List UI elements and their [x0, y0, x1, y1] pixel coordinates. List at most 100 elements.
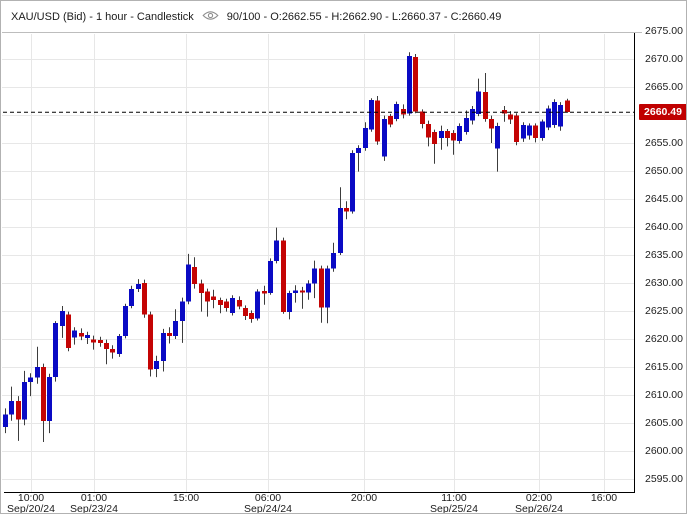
candle[interactable] — [375, 96, 380, 145]
candle[interactable] — [35, 346, 40, 384]
candle[interactable] — [79, 328, 84, 341]
candle[interactable] — [451, 130, 456, 155]
candle[interactable] — [306, 280, 311, 300]
candle[interactable] — [104, 339, 109, 365]
candle-body-up — [22, 382, 27, 420]
candle[interactable] — [521, 122, 526, 142]
candle[interactable] — [483, 73, 488, 122]
candle[interactable] — [558, 102, 563, 131]
candle[interactable] — [98, 336, 103, 347]
candle[interactable] — [28, 373, 33, 397]
candle[interactable] — [319, 265, 324, 323]
candle[interactable] — [369, 98, 374, 132]
candle[interactable] — [439, 125, 444, 150]
candle[interactable] — [199, 279, 204, 312]
candle[interactable] — [129, 285, 134, 309]
candle[interactable] — [413, 54, 418, 114]
candle[interactable] — [350, 150, 355, 214]
candle[interactable] — [312, 260, 317, 299]
candle[interactable] — [22, 370, 27, 426]
candle[interactable] — [205, 288, 210, 317]
candle[interactable] — [394, 101, 399, 122]
candle[interactable] — [161, 328, 166, 372]
candle[interactable] — [495, 122, 500, 172]
candle[interactable] — [287, 290, 292, 320]
candle[interactable] — [293, 285, 298, 303]
candle[interactable] — [148, 311, 153, 377]
candle[interactable] — [476, 78, 481, 117]
candle[interactable] — [407, 52, 412, 116]
candle[interactable] — [552, 99, 557, 128]
candle[interactable] — [167, 327, 172, 344]
candle[interactable] — [41, 363, 46, 442]
candle[interactable] — [445, 129, 450, 147]
candle[interactable] — [420, 109, 425, 129]
time-tick-label: 06:00 Sep/24/24 — [244, 492, 292, 514]
candle[interactable] — [224, 298, 229, 312]
candle[interactable] — [533, 123, 538, 143]
candle[interactable] — [110, 345, 115, 359]
candle[interactable] — [211, 289, 216, 309]
candle[interactable] — [388, 113, 393, 128]
candle[interactable] — [192, 257, 197, 289]
candle[interactable] — [502, 106, 507, 122]
candle[interactable] — [268, 258, 273, 295]
candle[interactable] — [85, 331, 90, 344]
candle[interactable] — [344, 201, 349, 220]
candle[interactable] — [230, 295, 235, 316]
candle[interactable] — [489, 115, 494, 143]
candle[interactable] — [47, 373, 52, 434]
candle[interactable] — [464, 110, 469, 135]
candle[interactable] — [514, 113, 519, 146]
candle[interactable] — [338, 187, 343, 255]
candle[interactable] — [180, 297, 185, 343]
candle[interactable] — [249, 310, 254, 323]
candle[interactable] — [91, 335, 96, 350]
candle-body-down — [237, 299, 242, 307]
candle-body-down — [91, 339, 96, 343]
candle[interactable] — [136, 279, 141, 292]
candle[interactable] — [237, 296, 242, 310]
candle[interactable] — [9, 386, 14, 421]
candle[interactable] — [325, 265, 330, 324]
candle[interactable] — [565, 98, 570, 113]
candle-body-up — [350, 153, 355, 212]
candle[interactable] — [16, 396, 21, 441]
candle[interactable] — [527, 123, 532, 140]
candle[interactable] — [66, 311, 71, 352]
candle[interactable] — [53, 321, 58, 382]
candle[interactable] — [154, 355, 159, 378]
candle[interactable] — [3, 408, 8, 434]
candle[interactable] — [281, 237, 286, 314]
candle-body-up — [136, 284, 141, 290]
candle[interactable] — [117, 334, 122, 357]
candle[interactable] — [123, 303, 128, 339]
candle[interactable] — [426, 120, 431, 147]
candle[interactable] — [363, 122, 368, 151]
candle[interactable] — [401, 104, 406, 119]
candle[interactable] — [356, 145, 361, 172]
candle[interactable] — [60, 306, 65, 338]
candle[interactable] — [255, 289, 260, 321]
candle[interactable] — [508, 111, 513, 124]
candle[interactable] — [218, 297, 223, 314]
candle[interactable] — [173, 309, 178, 339]
candle[interactable] — [142, 279, 147, 318]
visibility-eye-icon[interactable] — [202, 10, 219, 24]
candle[interactable] — [546, 105, 551, 131]
candle[interactable] — [72, 327, 77, 345]
candle[interactable] — [432, 129, 437, 164]
candle[interactable] — [540, 119, 545, 141]
candle[interactable] — [243, 305, 248, 320]
candle[interactable] — [331, 242, 336, 272]
candle[interactable] — [274, 227, 279, 264]
candle[interactable] — [262, 285, 267, 305]
candle[interactable] — [457, 123, 462, 144]
price-tick-label: 2650.00 — [645, 165, 683, 177]
candle[interactable] — [300, 286, 305, 309]
candle[interactable] — [186, 253, 191, 305]
candle[interactable] — [382, 115, 387, 161]
candle[interactable] — [470, 106, 475, 125]
